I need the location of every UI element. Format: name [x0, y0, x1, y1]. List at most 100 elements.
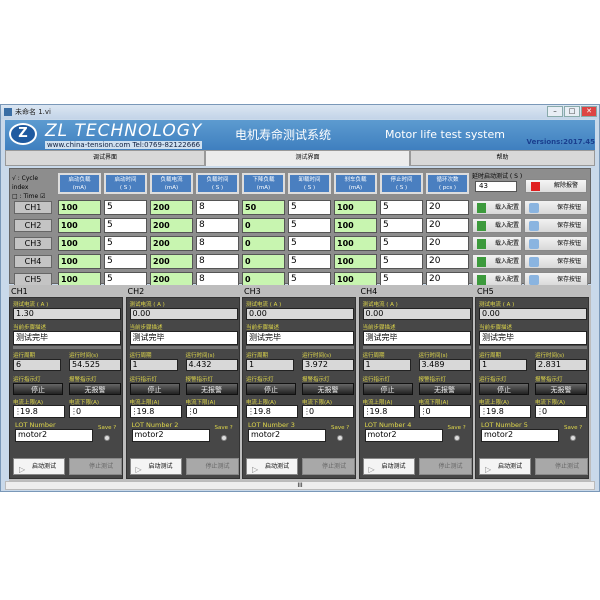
- param-input[interactable]: 20: [426, 254, 469, 269]
- param-input[interactable]: 5: [380, 236, 423, 251]
- param-input[interactable]: 5: [288, 218, 331, 233]
- progress-bar: [479, 346, 587, 349]
- clear-alarm-button[interactable]: 解除报警: [525, 179, 587, 193]
- param-input[interactable]: 50: [242, 200, 285, 215]
- banner: Z ZL TECHNOLOGY www.china-tension.com Te…: [5, 120, 595, 150]
- save-button[interactable]: 保存按钮: [524, 254, 588, 269]
- param-input[interactable]: 200: [150, 218, 193, 233]
- param-input[interactable]: 8: [196, 254, 239, 269]
- param-input[interactable]: 5: [288, 236, 331, 251]
- param-input[interactable]: 0: [242, 254, 285, 269]
- lower-limit-input[interactable]: 0: [418, 405, 471, 418]
- param-input[interactable]: 100: [58, 272, 101, 287]
- param-input[interactable]: 100: [334, 200, 377, 215]
- param-input[interactable]: 5: [380, 218, 423, 233]
- tab-2[interactable]: 帮助: [410, 150, 595, 166]
- save-button[interactable]: 保存按钮: [524, 200, 588, 215]
- upper-limit-input[interactable]: 19.8: [246, 405, 298, 418]
- save-radio[interactable]: [104, 435, 110, 441]
- param-input[interactable]: 8: [196, 236, 239, 251]
- param-input[interactable]: 100: [334, 254, 377, 269]
- param-input[interactable]: 100: [334, 236, 377, 251]
- save-radio[interactable]: [453, 435, 460, 441]
- param-input[interactable]: 5: [104, 218, 147, 233]
- minimize-button[interactable]: –: [547, 106, 563, 117]
- lot-input[interactable]: motor2: [248, 429, 326, 442]
- lot-input[interactable]: motor2: [131, 429, 210, 442]
- lower-limit-input[interactable]: 0: [185, 405, 238, 418]
- param-input[interactable]: 100: [58, 254, 101, 269]
- legend-time-checkbox[interactable]: □ : Time ☑: [12, 193, 46, 200]
- tab-1[interactable]: 测试界面: [205, 150, 410, 166]
- stop-test-button[interactable]: 停止测试: [418, 458, 472, 475]
- param-input[interactable]: 0: [242, 218, 285, 233]
- param-input[interactable]: 100: [58, 200, 101, 215]
- param-input[interactable]: 5: [380, 272, 423, 287]
- load-config-button[interactable]: 载入配置: [472, 218, 522, 233]
- lower-limit-input[interactable]: 0: [69, 405, 121, 418]
- save-button[interactable]: 保存按钮: [524, 218, 588, 233]
- param-input[interactable]: 200: [150, 200, 193, 215]
- upper-limit-input[interactable]: 19.8: [362, 405, 415, 418]
- lower-limit-input[interactable]: 0: [302, 405, 354, 418]
- stop-test-button[interactable]: 停止测试: [69, 458, 122, 475]
- start-test-button[interactable]: ▷ 启动测试: [13, 458, 65, 475]
- param-input[interactable]: 5: [380, 200, 423, 215]
- param-input[interactable]: 5: [104, 200, 147, 215]
- save-radio[interactable]: [337, 435, 343, 441]
- lot-input[interactable]: motor2: [481, 429, 559, 442]
- start-test-button[interactable]: ▷ 启动测试: [246, 458, 298, 475]
- lot-label: LOT Number 5: [481, 421, 528, 429]
- lot-input[interactable]: motor2: [15, 429, 93, 442]
- start-test-button[interactable]: ▷ 启动测试: [479, 458, 531, 475]
- param-input[interactable]: 100: [58, 218, 101, 233]
- param-input[interactable]: 5: [288, 200, 331, 215]
- lot-input[interactable]: motor2: [364, 429, 443, 442]
- param-input[interactable]: 100: [334, 218, 377, 233]
- channel-button-CH2[interactable]: CH2: [14, 219, 52, 232]
- param-input[interactable]: 20: [426, 236, 469, 251]
- param-input[interactable]: 5: [380, 254, 423, 269]
- horizontal-scrollbar[interactable]: III: [5, 481, 595, 490]
- upper-limit-input[interactable]: 19.8: [13, 405, 65, 418]
- channel-button-CH3[interactable]: CH3: [14, 237, 52, 250]
- start-test-button[interactable]: ▷ 启动测试: [362, 458, 415, 475]
- load-config-button[interactable]: 载入配置: [472, 254, 522, 269]
- channel-title: CH2: [127, 287, 145, 296]
- time-value: 3.489: [418, 359, 471, 371]
- param-input[interactable]: 20: [426, 218, 469, 233]
- tab-0[interactable]: 调试界面: [5, 150, 205, 166]
- run-led-label: 运行指示灯: [13, 377, 41, 383]
- channel-button-CH4[interactable]: CH4: [14, 255, 52, 268]
- param-input[interactable]: 8: [196, 218, 239, 233]
- param-input[interactable]: 8: [196, 200, 239, 215]
- param-input[interactable]: 200: [150, 236, 193, 251]
- start-label: 启动测试: [264, 463, 289, 470]
- step-label: 当前步骤描述: [362, 325, 396, 331]
- stop-test-button[interactable]: 停止测试: [535, 458, 588, 475]
- param-input[interactable]: 5: [288, 254, 331, 269]
- param-input[interactable]: 200: [150, 254, 193, 269]
- param-input[interactable]: 5: [104, 236, 147, 251]
- save-button[interactable]: 保存按钮: [524, 236, 588, 251]
- start-test-button[interactable]: ▷ 启动测试: [129, 458, 182, 475]
- save-radio[interactable]: [570, 435, 576, 441]
- upper-limit-input[interactable]: 19.8: [479, 405, 531, 418]
- delay-start-input[interactable]: 43: [475, 181, 517, 192]
- param-input[interactable]: 5: [104, 254, 147, 269]
- stop-test-button[interactable]: 停止测试: [302, 458, 355, 475]
- param-input[interactable]: 100: [58, 236, 101, 251]
- channel-panel: 测试电流 ( A ) 0.00 当前步骤描述 测试完毕 运行周期 1 运行时间(s) 4.43…: [125, 297, 240, 479]
- upper-limit-input[interactable]: 19.8: [129, 405, 182, 418]
- channel-button-CH1[interactable]: CH1: [14, 201, 52, 214]
- stop-test-button[interactable]: 停止测试: [185, 458, 239, 475]
- lower-limit-input[interactable]: 0: [535, 405, 587, 418]
- param-input[interactable]: 0: [242, 236, 285, 251]
- param-input[interactable]: 20: [426, 200, 469, 215]
- save-radio[interactable]: [220, 435, 227, 441]
- close-button[interactable]: ✕: [581, 106, 597, 117]
- load-config-button[interactable]: 载入配置: [472, 200, 522, 215]
- load-config-button[interactable]: 载入配置: [472, 236, 522, 251]
- channel-3: CH3 测试电流 ( A ) 0.00 当前步骤描述 测试完毕 运行周期 1 运行时间(s) 3…: [242, 285, 358, 481]
- maximize-button[interactable]: □: [564, 106, 580, 117]
